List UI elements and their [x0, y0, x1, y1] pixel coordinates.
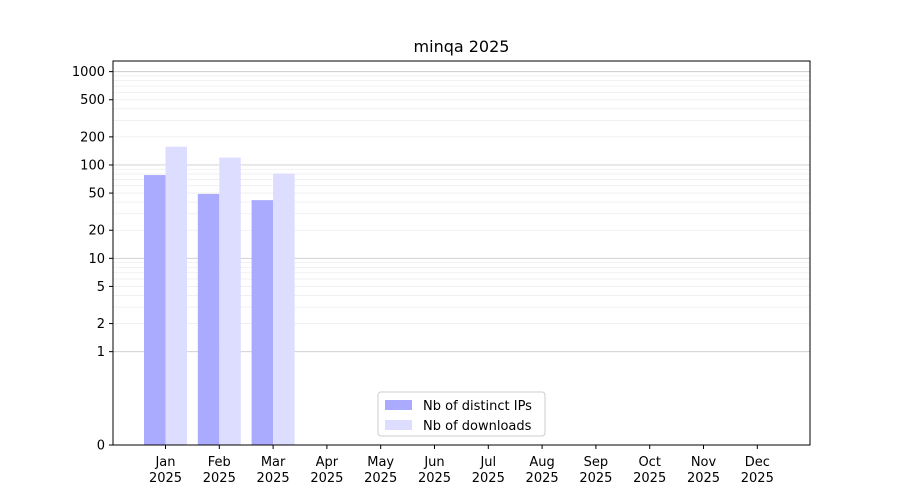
- legend-swatch: [385, 420, 412, 430]
- x-tick-label-month: Sep: [584, 455, 609, 470]
- y-tick-label: 1000: [72, 65, 105, 80]
- y-tick-label: 20: [88, 224, 105, 239]
- x-tick-label-month: Jun: [423, 455, 444, 470]
- x-tick-label-month: Nov: [691, 455, 717, 470]
- y-tick-label: 1: [97, 345, 105, 360]
- legend-box: [377, 391, 546, 437]
- y-tick-label: 2: [97, 317, 105, 332]
- x-tick-label-month: Mar: [261, 455, 286, 470]
- legend-label: Nb of downloads: [423, 419, 532, 434]
- bar-distinct-ips: [144, 175, 166, 445]
- bar-distinct-ips: [251, 200, 274, 445]
- plot-frame: [112, 60, 811, 446]
- x-tick-label-year: 2025: [687, 471, 720, 486]
- x-tick-label-year: 2025: [741, 471, 774, 486]
- chart-title: minqa 2025: [414, 37, 510, 56]
- x-tick-label-year: 2025: [418, 471, 451, 486]
- x-tick-label-year: 2025: [203, 471, 236, 486]
- x-tick-label-month: Jul: [479, 455, 496, 470]
- x-tick-label-year: 2025: [472, 471, 505, 486]
- bar-downloads: [273, 173, 295, 446]
- y-tick-label: 5: [97, 280, 105, 295]
- x-tick-label-year: 2025: [526, 471, 559, 486]
- y-tick-label: 100: [80, 158, 105, 173]
- x-tick-label-year: 2025: [633, 471, 666, 486]
- x-tick-label-month: May: [367, 455, 394, 470]
- bar-distinct-ips: [197, 193, 220, 445]
- bar-downloads: [165, 146, 187, 445]
- y-tick-label: 10: [88, 252, 105, 267]
- x-tick-label-year: 2025: [579, 471, 612, 486]
- legend: Nb of distinct IPs Nb of downloads: [377, 391, 546, 437]
- legend-label: Nb of distinct IPs: [423, 399, 532, 414]
- y-tick-label: 200: [80, 130, 105, 145]
- y-tick-label: 500: [80, 93, 105, 108]
- bar-downloads: [219, 157, 241, 446]
- y-tick-label: 0: [97, 439, 105, 454]
- x-tick-label-month: Oct: [638, 455, 660, 470]
- x-tick-label-month: Feb: [208, 455, 231, 470]
- x-tick-label-month: Aug: [529, 455, 554, 470]
- x-tick-label-year: 2025: [364, 471, 397, 486]
- y-tick-label: 50: [88, 187, 105, 202]
- x-tick-label-month: Apr: [316, 455, 339, 470]
- x-tick-label-month: Dec: [745, 455, 770, 470]
- bars-layer: [144, 146, 295, 446]
- legend-swatch: [385, 400, 412, 410]
- x-tick-label-year: 2025: [257, 471, 290, 486]
- x-tick-label-year: 2025: [310, 471, 343, 486]
- axes-layer: 01251020501002005001000Jan2025Feb2025Mar…: [72, 60, 811, 486]
- x-tick-label-month: Jan: [154, 455, 175, 470]
- x-tick-label-year: 2025: [149, 471, 182, 486]
